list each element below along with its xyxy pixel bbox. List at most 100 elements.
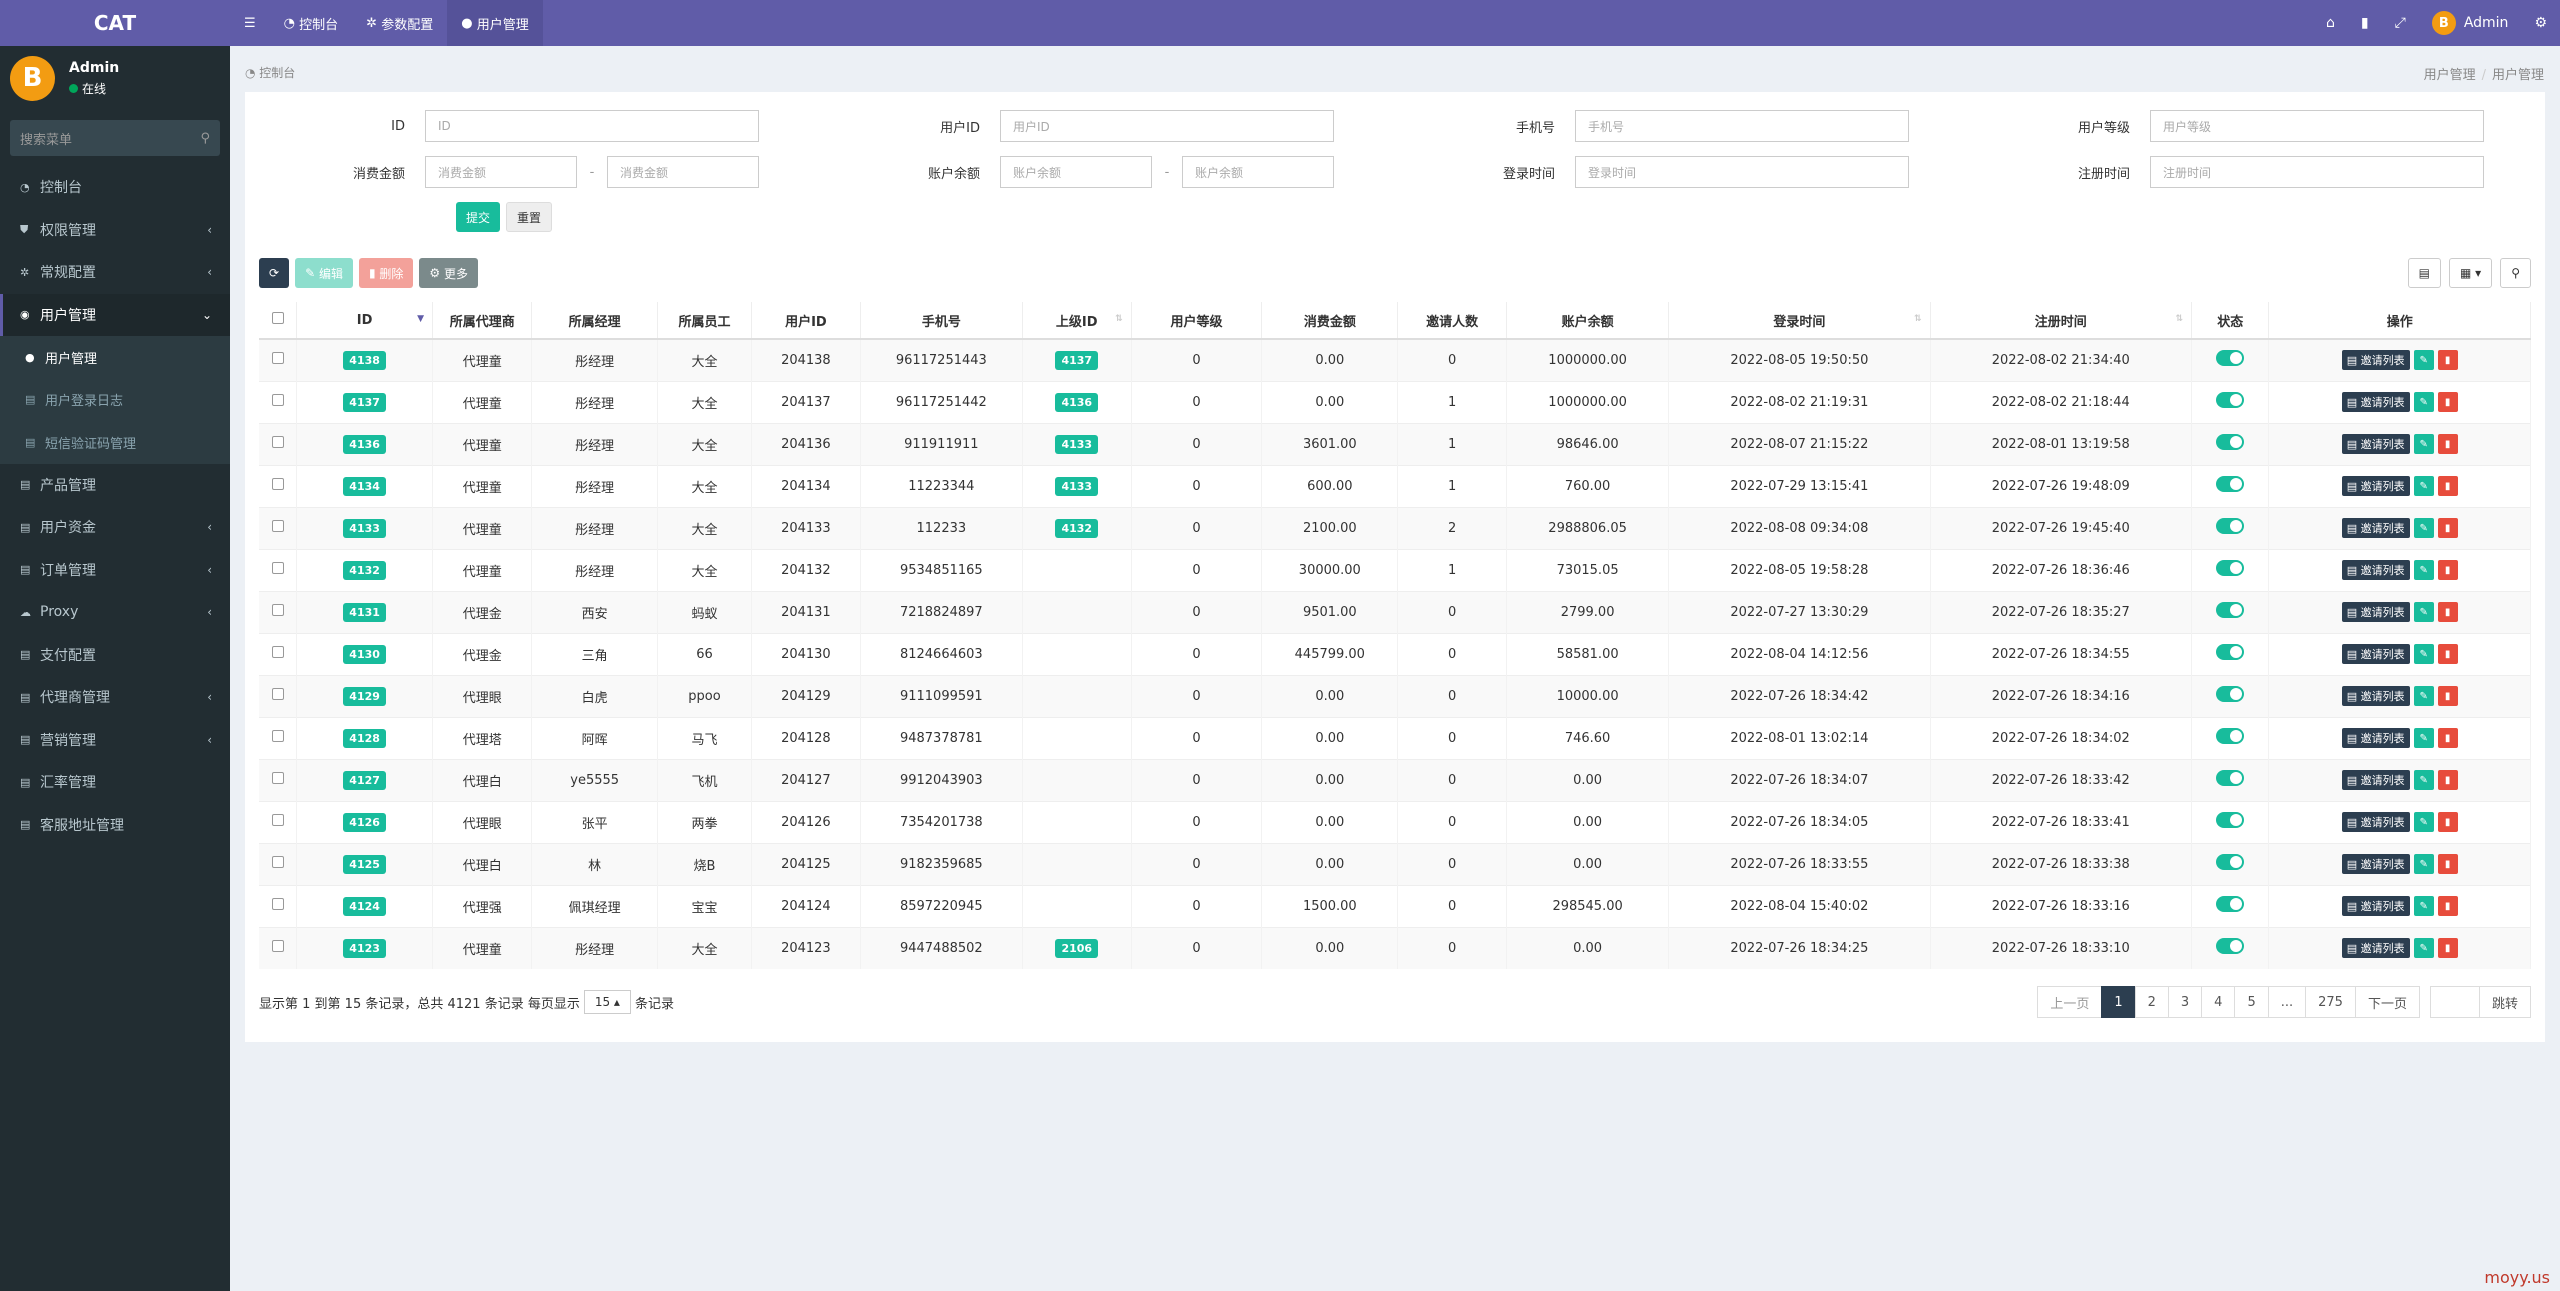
- menu-toggle-icon[interactable]: ☰: [244, 15, 256, 31]
- home-icon[interactable]: ⌂: [2326, 15, 2335, 31]
- spend-min-input[interactable]: 消费金额: [425, 156, 577, 188]
- column-header[interactable]: 登录时间 ⇅: [1668, 302, 1931, 340]
- row-checkbox[interactable]: [271, 940, 284, 953]
- invite-list-button[interactable]: ▤ 邀请列表: [2341, 350, 2410, 371]
- delete-row-icon[interactable]: ▮: [2437, 812, 2458, 832]
- sidebar-item-12[interactable]: ▤ 代理商管理 ‹: [0, 676, 230, 719]
- edit-row-icon[interactable]: ✎: [2413, 686, 2434, 706]
- edit-button[interactable]: ✎ 编辑: [295, 258, 353, 288]
- status-toggle[interactable]: [2216, 644, 2245, 660]
- invite-list-button[interactable]: ▤ 邀请列表: [2341, 896, 2410, 916]
- page-button[interactable]: 2: [2134, 986, 2169, 1018]
- reg-time-input[interactable]: 注册时间: [2150, 156, 2484, 188]
- row-checkbox[interactable]: [271, 604, 284, 616]
- sidebar-item-14[interactable]: ▤ 汇率管理: [0, 761, 230, 804]
- invite-list-button[interactable]: ▤ 邀请列表: [2341, 812, 2410, 832]
- row-checkbox[interactable]: [271, 688, 284, 700]
- sidebar-item-8[interactable]: ▤ 用户资金 ‹: [0, 506, 230, 549]
- delete-row-icon[interactable]: ▮: [2437, 686, 2458, 706]
- id-input[interactable]: ID: [425, 110, 759, 142]
- delete-row-icon[interactable]: ▮: [2437, 728, 2458, 748]
- sidebar-item-7[interactable]: ▤ 产品管理: [0, 464, 230, 507]
- jump-button[interactable]: 跳转: [2478, 986, 2531, 1018]
- row-checkbox[interactable]: [271, 856, 284, 868]
- sort-icon[interactable]: ▼: [417, 314, 425, 324]
- status-toggle[interactable]: [2216, 686, 2245, 702]
- page-button[interactable]: 4: [2201, 986, 2236, 1018]
- delete-button[interactable]: ▮ 删除: [358, 258, 414, 288]
- sidebar-item-3[interactable]: ◉ 用户管理 ⌄: [0, 293, 230, 336]
- row-checkbox[interactable]: [271, 646, 284, 658]
- column-header[interactable]: ID ▼: [296, 302, 434, 340]
- edit-row-icon[interactable]: ✎: [2413, 896, 2434, 916]
- sidebar-item-9[interactable]: ▤ 订单管理 ‹: [0, 549, 230, 592]
- delete-row-icon[interactable]: ▮: [2437, 644, 2458, 664]
- delete-row-icon[interactable]: ▮: [2437, 560, 2458, 580]
- row-checkbox[interactable]: [271, 520, 284, 532]
- next-page-button[interactable]: 下一页: [2354, 986, 2420, 1018]
- row-checkbox[interactable]: [271, 814, 284, 826]
- breadcrumb-item[interactable]: 用户管理: [2423, 68, 2476, 83]
- delete-row-icon[interactable]: ▮: [2437, 518, 2458, 538]
- sidebar-item-11[interactable]: ▤ 支付配置: [0, 634, 230, 677]
- page-button[interactable]: 3: [2167, 986, 2203, 1018]
- page-button[interactable]: 5: [2234, 986, 2269, 1018]
- more-button[interactable]: ⚙ 更多: [419, 258, 478, 288]
- delete-row-icon[interactable]: ▮: [2437, 938, 2458, 959]
- invite-list-button[interactable]: ▤ 邀请列表: [2341, 392, 2410, 412]
- status-toggle[interactable]: [2216, 812, 2245, 828]
- balance-max-input[interactable]: 账户余额: [1182, 156, 1334, 188]
- edit-row-icon[interactable]: ✎: [2413, 560, 2434, 580]
- delete-row-icon[interactable]: ▮: [2437, 896, 2458, 916]
- edit-row-icon[interactable]: ✎: [2413, 644, 2434, 664]
- edit-row-icon[interactable]: ✎: [2413, 518, 2434, 538]
- status-toggle[interactable]: [2216, 350, 2245, 367]
- select-all-checkbox[interactable]: [259, 302, 298, 340]
- delete-row-icon[interactable]: ▮: [2437, 392, 2458, 412]
- page-button[interactable]: ...: [2267, 986, 2307, 1018]
- submit-button[interactable]: 提交: [456, 202, 501, 232]
- invite-list-button[interactable]: ▤ 邀请列表: [2341, 518, 2410, 538]
- status-toggle[interactable]: [2216, 476, 2245, 492]
- uid-input[interactable]: 用户ID: [1000, 110, 1334, 142]
- search-icon[interactable]: ⚲: [200, 130, 210, 146]
- reset-button[interactable]: 重置: [506, 202, 553, 232]
- sidebar-item-5[interactable]: ▤ 用户登录日志: [0, 378, 230, 421]
- settings-gear-icon[interactable]: ⚙: [2534, 15, 2547, 31]
- row-checkbox[interactable]: [271, 478, 284, 490]
- delete-row-icon[interactable]: ▮: [2437, 854, 2458, 874]
- row-checkbox[interactable]: [271, 562, 284, 574]
- invite-list-button[interactable]: ▤ 邀请列表: [2341, 476, 2410, 496]
- edit-row-icon[interactable]: ✎: [2413, 350, 2434, 371]
- row-checkbox[interactable]: [271, 352, 284, 365]
- sidebar-item-0[interactable]: ◔ 控制台: [0, 166, 230, 209]
- column-header[interactable]: 上级ID ⇅: [1022, 302, 1132, 340]
- status-toggle[interactable]: [2216, 938, 2245, 955]
- trash-icon[interactable]: ▮: [2360, 15, 2369, 31]
- tab-user-management[interactable]: ● 用户管理: [447, 0, 543, 46]
- sidebar-item-10[interactable]: ☁ Proxy ‹: [0, 591, 230, 634]
- status-toggle[interactable]: [2216, 896, 2245, 912]
- edit-row-icon[interactable]: ✎: [2413, 728, 2434, 748]
- sidebar-item-6[interactable]: ▤ 短信验证码管理: [0, 421, 230, 464]
- breadcrumb-left[interactable]: ◔ 控制台: [245, 66, 296, 80]
- delete-row-icon[interactable]: ▮: [2437, 476, 2458, 496]
- sidebar-search-input[interactable]: 搜索菜单 ⚲: [10, 120, 220, 156]
- prev-page-button[interactable]: 上一页: [2037, 986, 2103, 1018]
- page-size-select[interactable]: 15 ▴: [583, 990, 631, 1014]
- invite-list-button[interactable]: ▤ 邀请列表: [2341, 686, 2410, 706]
- jump-page-input[interactable]: [2429, 986, 2480, 1018]
- status-toggle[interactable]: [2216, 854, 2245, 870]
- invite-list-button[interactable]: ▤ 邀请列表: [2341, 770, 2410, 790]
- sidebar-item-1[interactable]: ⛊ 权限管理 ‹: [0, 209, 230, 252]
- admin-menu[interactable]: B Admin: [2419, 11, 2522, 35]
- status-toggle[interactable]: [2216, 392, 2245, 408]
- invite-list-button[interactable]: ▤ 邀请列表: [2341, 560, 2410, 580]
- sort-icon[interactable]: ⇅: [2175, 314, 2184, 324]
- app-logo[interactable]: CAT: [0, 0, 230, 46]
- login-time-input[interactable]: 登录时间: [1575, 156, 1909, 188]
- delete-row-icon[interactable]: ▮: [2437, 350, 2458, 371]
- sidebar-item-13[interactable]: ▤ 营销管理 ‹: [0, 719, 230, 762]
- edit-row-icon[interactable]: ✎: [2413, 434, 2434, 454]
- sidebar-item-15[interactable]: ▤ 客服地址管理: [0, 804, 230, 847]
